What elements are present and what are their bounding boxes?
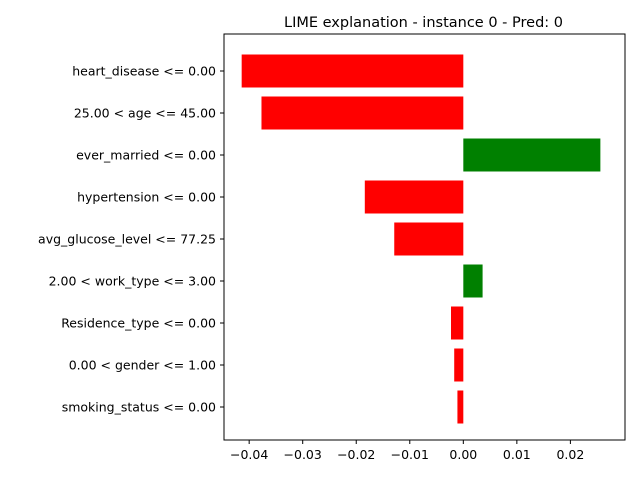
bars-group — [241, 54, 601, 424]
bar-0 — [241, 54, 464, 88]
x-tick-label-1: −0.03 — [284, 447, 322, 462]
bar-8 — [457, 390, 464, 424]
bar-5 — [463, 264, 483, 298]
y-tick-label-7: 0.00 < gender <= 1.00 — [69, 358, 216, 373]
chart-title: LIME explanation - instance 0 - Pred: 0 — [284, 15, 563, 31]
bar-1 — [261, 96, 464, 130]
x-tick-label-2: −0.02 — [337, 447, 375, 462]
bar-2 — [463, 138, 601, 172]
bar-7 — [454, 348, 464, 382]
y-tick-label-2: ever_married <= 0.00 — [76, 148, 216, 163]
y-tick-label-8: smoking_status <= 0.00 — [62, 400, 216, 415]
y-axis-ticks: heart_disease <= 0.00 25.00 < age <= 45.0… — [38, 64, 224, 415]
y-tick-label-6: Residence_type <= 0.00 — [61, 316, 216, 331]
x-tick-label-5: 0.01 — [503, 447, 531, 462]
y-tick-label-0: heart_disease <= 0.00 — [72, 64, 216, 79]
x-tick-label-4: 0.00 — [449, 447, 477, 462]
x-axis-ticks: −0.04 −0.03 −0.02 −0.01 0.00 0.01 0.02 — [230, 440, 584, 462]
y-tick-label-4: avg_glucose_level <= 77.25 — [38, 232, 216, 247]
y-tick-label-5: 2.00 < work_type <= 3.00 — [49, 274, 216, 289]
y-tick-label-3: hypertension <= 0.00 — [77, 190, 216, 205]
bar-4 — [394, 222, 464, 256]
x-tick-label-3: −0.01 — [391, 447, 429, 462]
bar-3 — [364, 180, 464, 214]
bar-6 — [451, 306, 464, 340]
x-tick-label-6: 0.02 — [556, 447, 584, 462]
x-tick-label-0: −0.04 — [230, 447, 268, 462]
plot-frame — [223, 33, 626, 441]
y-tick-label-1: 25.00 < age <= 45.00 — [74, 106, 216, 121]
